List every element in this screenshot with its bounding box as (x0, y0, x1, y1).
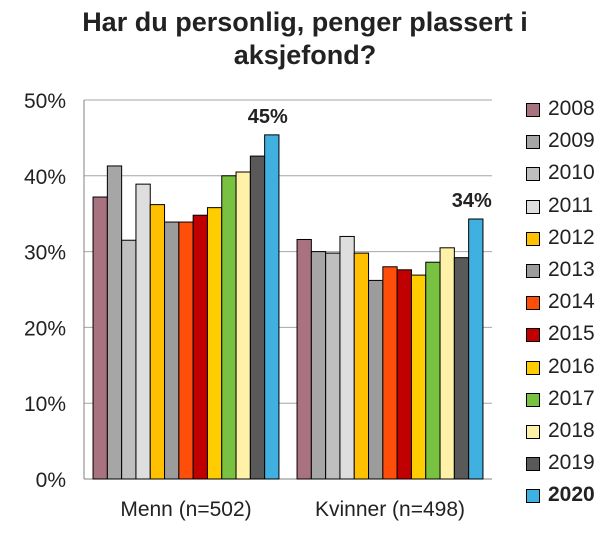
bar-2019-0 (249, 155, 266, 480)
bar-2011-1 (339, 235, 355, 480)
legend-label: 2020 (548, 483, 595, 507)
bar-2009-1 (310, 251, 327, 480)
bar-2019-1 (453, 257, 470, 480)
legend-swatch (526, 392, 540, 407)
legend-label: 2017 (548, 386, 595, 410)
legend-label: 2012 (548, 225, 595, 249)
legend-swatch (526, 489, 540, 504)
legend-label: 2014 (548, 290, 595, 314)
bar-2012-0 (149, 204, 166, 480)
bar-2016-0 (206, 207, 223, 480)
legend-swatch (526, 135, 540, 150)
bar-2013-1 (368, 279, 384, 480)
bar-2010-0 (121, 239, 137, 480)
bar-2011-0 (135, 183, 151, 480)
legend-label: 2018 (548, 419, 595, 442)
bar-2013-0 (164, 221, 180, 480)
data-label: 45% (248, 106, 288, 128)
bar-2017-1 (425, 261, 441, 480)
bar-2015-1 (396, 269, 412, 480)
bar-2009-0 (106, 165, 123, 480)
legend-swatch (526, 296, 540, 311)
bar-2016-1 (410, 274, 427, 480)
y-tick-label: 30% (24, 242, 66, 265)
legend-swatch (526, 231, 540, 246)
legend-swatch (526, 425, 540, 439)
bar-2010-1 (325, 252, 341, 480)
bar-2015-0 (192, 214, 208, 480)
legend-label: 2015 (548, 322, 595, 346)
x-category-label: Menn (n=502) (120, 498, 251, 521)
bar-2020-1 (468, 218, 484, 480)
bar-2014-1 (382, 266, 398, 480)
bar-2020-0 (264, 134, 280, 480)
legend-swatch (526, 360, 540, 375)
y-tick-label: 10% (24, 393, 66, 416)
legend-label: 2008 (548, 97, 595, 120)
legend-swatch (526, 199, 540, 214)
legend-label: 2019 (548, 451, 595, 475)
data-label: 34% (452, 190, 492, 212)
bar-2008-0 (92, 196, 108, 480)
y-tick-label: 20% (24, 317, 66, 340)
legend-swatch (526, 328, 540, 343)
legend-label: 2013 (548, 258, 595, 281)
chart-title: Har du personlig, penger plassert i aksj… (0, 6, 610, 72)
chart-title-line-1: Har du personlig, penger plassert i (82, 7, 528, 37)
legend-label: 2011 (548, 193, 594, 217)
bar-2018-0 (235, 171, 251, 480)
legend-swatch (526, 264, 540, 278)
legend-label: 2009 (548, 129, 595, 153)
chart-title-line-2: aksjefond? (233, 40, 377, 70)
bar-2012-1 (353, 252, 370, 480)
bar-2014-0 (178, 221, 194, 480)
y-tick-label: 40% (24, 166, 66, 189)
y-tick-label: 0% (36, 469, 66, 492)
bar-2008-1 (296, 238, 312, 480)
legend-swatch (526, 167, 540, 182)
legend-swatch (526, 103, 540, 117)
bar-2018-1 (439, 247, 455, 480)
legend-swatch (526, 457, 540, 472)
legend-label: 2016 (548, 354, 595, 378)
y-tick-label: 50% (24, 90, 66, 113)
legend-label: 2010 (548, 161, 595, 185)
x-category-label: Kvinner (n=498) (315, 498, 465, 521)
bar-2017-0 (221, 175, 237, 480)
